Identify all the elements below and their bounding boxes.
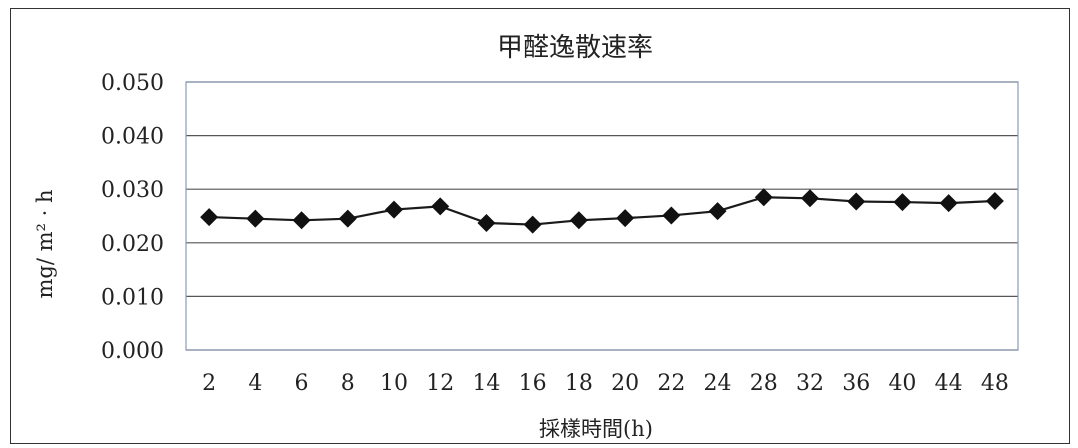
data-point-marker xyxy=(939,194,958,213)
x-tick-label: 40 xyxy=(888,371,916,396)
x-tick-label: 12 xyxy=(426,371,454,396)
data-point-marker xyxy=(246,209,265,228)
y-axis-ticks: 0.000 0.010 0.020 0.030 0.040 0.050 xyxy=(101,71,164,364)
x-tick-label: 6 xyxy=(295,371,309,396)
x-tick-label: 36 xyxy=(842,371,870,396)
data-point-marker xyxy=(477,213,496,232)
x-tick-label: 32 xyxy=(796,371,824,396)
y-axis-label: mg/ m² · h xyxy=(33,190,57,299)
y-tick-label: 0.000 xyxy=(101,339,164,364)
x-tick-label: 44 xyxy=(935,371,963,396)
data-point-marker xyxy=(200,208,219,227)
data-point-marker xyxy=(338,209,357,228)
x-tick-label: 48 xyxy=(981,371,1009,396)
x-tick-label: 10 xyxy=(380,371,408,396)
data-point-marker xyxy=(985,191,1004,210)
data-point-marker xyxy=(616,209,635,228)
x-tick-label: 2 xyxy=(202,371,216,396)
x-axis-ticks: 2 4 6 8 10 12 14 16 18 20 22 24 28 32 36 40 44 48 xyxy=(202,371,1009,396)
x-tick-label: 22 xyxy=(657,371,685,396)
series-markers xyxy=(200,188,1004,234)
x-tick-label: 24 xyxy=(704,371,732,396)
series-line-layer xyxy=(209,196,995,226)
y-tick-label: 0.030 xyxy=(101,178,164,203)
x-axis-label: 採樣時間(h) xyxy=(539,417,653,441)
x-tick-label: 18 xyxy=(565,371,593,396)
data-point-marker xyxy=(801,189,819,208)
x-tick-label: 4 xyxy=(248,371,262,396)
data-point-marker xyxy=(708,202,727,221)
data-point-marker xyxy=(893,193,912,212)
plot-area xyxy=(185,81,1019,351)
y-tick-label: 0.010 xyxy=(101,285,164,310)
x-tick-label: 20 xyxy=(611,371,639,396)
data-point-marker xyxy=(662,206,681,225)
x-tick-label: 8 xyxy=(341,371,355,396)
y-tick-label: 0.050 xyxy=(101,71,164,96)
data-point-marker xyxy=(754,188,773,207)
data-point-marker xyxy=(292,211,311,230)
data-point-marker xyxy=(431,197,450,216)
data-point-marker xyxy=(569,211,588,230)
grid-lines xyxy=(186,81,1018,351)
x-tick-label: 16 xyxy=(519,371,547,396)
data-point-marker xyxy=(847,192,866,211)
data-point-marker xyxy=(385,200,403,219)
x-tick-label: 28 xyxy=(750,371,778,396)
y-tick-label: 0.040 xyxy=(101,125,164,150)
data-point-marker xyxy=(523,215,542,234)
x-tick-label: 14 xyxy=(472,371,500,396)
series-line xyxy=(209,196,995,226)
y-tick-label: 0.020 xyxy=(101,232,164,257)
chart-title: 甲醛逸散速率 xyxy=(497,33,653,63)
